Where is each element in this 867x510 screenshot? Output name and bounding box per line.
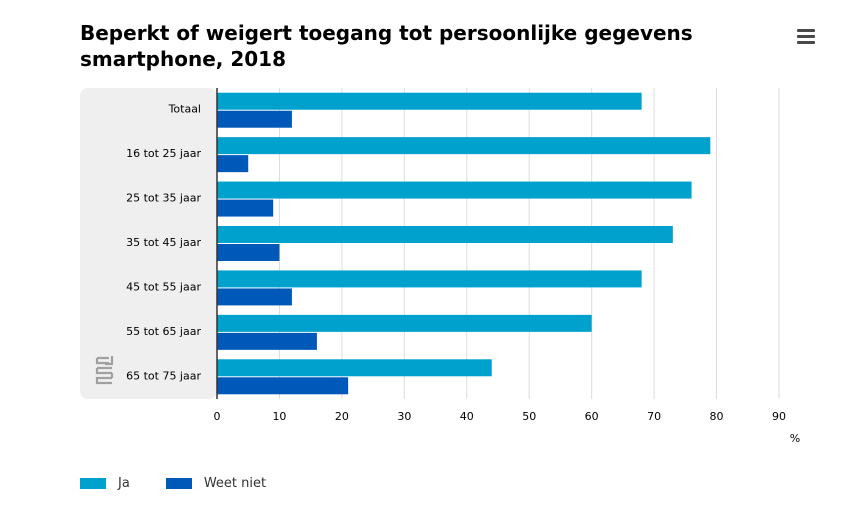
chart-title: Beperkt of weigert toegang tot persoonli… bbox=[80, 20, 693, 72]
x-tick-label: 90 bbox=[772, 410, 786, 423]
bar-ja[interactable] bbox=[217, 270, 642, 288]
legend-label-ja: Ja bbox=[118, 476, 130, 491]
x-tick-label: 20 bbox=[335, 410, 349, 423]
category-label: 16 tot 25 jaar bbox=[126, 147, 201, 160]
category-label: 25 tot 35 jaar bbox=[126, 192, 201, 205]
grid-lines bbox=[278, 88, 780, 399]
bar-ja[interactable] bbox=[217, 226, 673, 243]
bar-weet-niet[interactable] bbox=[217, 288, 292, 306]
bar-weet-niet[interactable] bbox=[217, 244, 280, 261]
legend-item-ja[interactable]: Ja bbox=[80, 476, 130, 491]
bar-weet-niet[interactable] bbox=[217, 377, 349, 395]
category-label: 65 tot 75 jaar bbox=[126, 369, 201, 382]
bar-weet-niet[interactable] bbox=[217, 332, 317, 350]
x-tick-label: 30 bbox=[397, 410, 411, 423]
legend-label-weet-niet: Weet niet bbox=[203, 476, 267, 491]
x-tick-label: 50 bbox=[522, 410, 536, 423]
category-label: 45 tot 55 jaar bbox=[126, 280, 201, 293]
bar-ja[interactable] bbox=[217, 181, 692, 199]
bar-ja[interactable] bbox=[217, 359, 492, 377]
cbs-logo-icon bbox=[95, 356, 114, 385]
x-tick-label: 0 bbox=[214, 410, 221, 423]
bars bbox=[217, 92, 711, 395]
category-labels: Totaal 16 tot 25 jaar 25 tot 35 jaar 35 tot… bbox=[126, 103, 201, 383]
x-tick-label: 60 bbox=[585, 410, 599, 423]
x-tick-label: 70 bbox=[647, 410, 661, 423]
legend: Ja Weet niet bbox=[80, 476, 302, 491]
bar-ja[interactable] bbox=[217, 92, 642, 110]
bar-weet-niet[interactable] bbox=[217, 110, 292, 128]
x-axis-label: % bbox=[790, 432, 800, 445]
bar-ja[interactable] bbox=[217, 137, 711, 155]
chart-title-line-1: Beperkt of weigert toegang tot persoonli… bbox=[80, 21, 693, 45]
bar-ja[interactable] bbox=[217, 314, 592, 332]
hamburger-menu-icon[interactable] bbox=[795, 26, 817, 46]
bar-weet-niet[interactable] bbox=[217, 199, 274, 217]
x-tick-label: 10 bbox=[272, 410, 286, 423]
category-label: Totaal bbox=[168, 103, 201, 116]
x-tick-label: 80 bbox=[710, 410, 724, 423]
bar-weet-niet[interactable] bbox=[217, 155, 249, 173]
category-label-panel bbox=[80, 88, 217, 399]
legend-swatch-ja bbox=[80, 478, 106, 489]
x-tick-labels: 0 10 20 30 40 50 60 70 80 90 bbox=[214, 410, 787, 423]
category-label: 35 tot 45 jaar bbox=[126, 236, 201, 249]
x-tick-label: 40 bbox=[460, 410, 474, 423]
category-label: 55 tot 65 jaar bbox=[126, 325, 201, 338]
chart-title-line-2: smartphone, 2018 bbox=[80, 47, 286, 71]
legend-item-weet-niet[interactable]: Weet niet bbox=[165, 476, 267, 491]
legend-swatch-weet-niet bbox=[165, 478, 192, 489]
